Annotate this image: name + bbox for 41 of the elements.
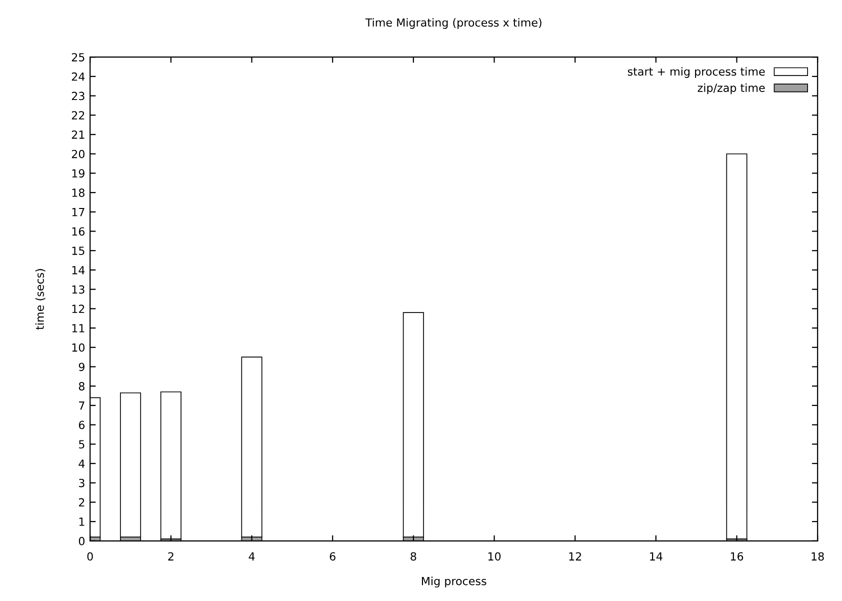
- chart-title: Time Migrating (process x time): [365, 18, 542, 29]
- y-tick-label: 8: [78, 382, 84, 390]
- y-tick-label: 15: [72, 246, 84, 255]
- y-axis-title: time (secs): [35, 269, 46, 330]
- legend-label: start + mig process time: [628, 67, 765, 78]
- x-axis-title: Mig process: [422, 576, 486, 588]
- x-tick-label: 10: [488, 552, 501, 561]
- y-tick-label: 11: [72, 324, 84, 332]
- y-tick-label: 25: [72, 53, 84, 62]
- y-tick-label: 0: [78, 536, 84, 546]
- x-tick-label: 2: [168, 552, 174, 560]
- legend-label: zip/zap time: [698, 83, 765, 94]
- x-tick-label: 12: [569, 552, 582, 560]
- y-tick-label: 22: [72, 111, 84, 120]
- y-tick-label: 2: [78, 498, 84, 506]
- x-tick-label: 14: [650, 552, 662, 560]
- y-tick-label: 17: [72, 208, 84, 216]
- y-tick-label: 1: [79, 518, 84, 526]
- x-tick-label: 16: [730, 552, 744, 561]
- y-tick-label: 12: [72, 304, 84, 313]
- y-tick-label: 9: [78, 362, 84, 372]
- x-tick-label: 18: [812, 552, 824, 561]
- y-tick-label: 14: [72, 266, 85, 274]
- y-tick-label: 13: [72, 285, 84, 294]
- y-tick-label: 16: [72, 227, 85, 236]
- y-tick-label: 6: [78, 420, 85, 430]
- x-tick-label: 4: [248, 552, 255, 560]
- y-tick-label: 20: [72, 150, 84, 158]
- y-tick-label: 10: [72, 343, 84, 352]
- y-tick-label: 18: [72, 188, 84, 197]
- y-tick-label: 23: [72, 92, 84, 100]
- x-tick-label: 8: [410, 552, 416, 561]
- y-tick-label: 19: [72, 169, 84, 178]
- x-tick-label: 0: [87, 552, 93, 561]
- x-tick-label: 6: [330, 552, 336, 561]
- y-tick-label: 3: [79, 478, 84, 488]
- y-tick-label: 21: [72, 130, 84, 139]
- y-tick-label: 7: [79, 402, 84, 410]
- y-tick-label: 5: [79, 440, 84, 449]
- y-tick-label: 24: [72, 72, 85, 81]
- y-tick-label: 4: [78, 460, 85, 468]
